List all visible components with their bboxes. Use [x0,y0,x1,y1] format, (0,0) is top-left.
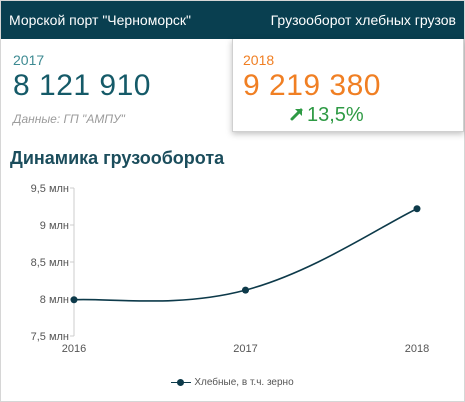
prev-year-value: 8 121 910 [13,69,151,102]
data-source: Данные: ГП "АМПУ" [13,112,125,126]
y-tick-label: 9,5 млн [31,183,69,195]
port-title: Морской порт "Черноморск" [9,12,191,28]
y-tick-label: 8 млн [40,294,69,306]
data-point [242,286,249,294]
x-tick-label: 2016 [62,343,86,355]
cargo-type-title: Грузооборот хлебных грузов [270,12,456,28]
prev-year-label: 2017 [13,52,45,68]
curr-year-value: 9 219 380 [243,69,381,102]
data-point [413,205,421,213]
header-bar: Морской порт "Черноморск" Грузооборот хл… [1,1,464,39]
legend-swatch [171,378,192,386]
y-tick-label: 9 млн [40,220,69,232]
x-tick-label: 2018 [405,343,429,355]
chart-legend[interactable]: Хлебные, в т.ч. зерно [1,377,464,388]
change-indicator: 13,5% [289,104,364,127]
x-tick-label: 2017 [233,343,257,355]
change-percent: 13,5% [307,104,364,126]
trend-up-icon [290,108,303,121]
y-tick-label: 8,5 млн [31,257,69,269]
curr-year-label: 2018 [243,52,275,68]
y-tick-label: 7,5 млн [31,331,69,343]
stat-curr-year: 2018 9 219 380 13,5% [232,39,464,132]
data-point [70,296,78,304]
line-chart: 7,5 млн 8 млн 8,5 млн 9 млн 9,5 млн 2016 2017 2… [31,183,430,355]
legend-label: Хлебные, в т.ч. зерно [194,377,294,388]
section-title: Динамика грузооборота [10,148,225,168]
stat-prev-year: 2017 8 121 910 Данные: ГП "АМПУ" [1,39,231,131]
